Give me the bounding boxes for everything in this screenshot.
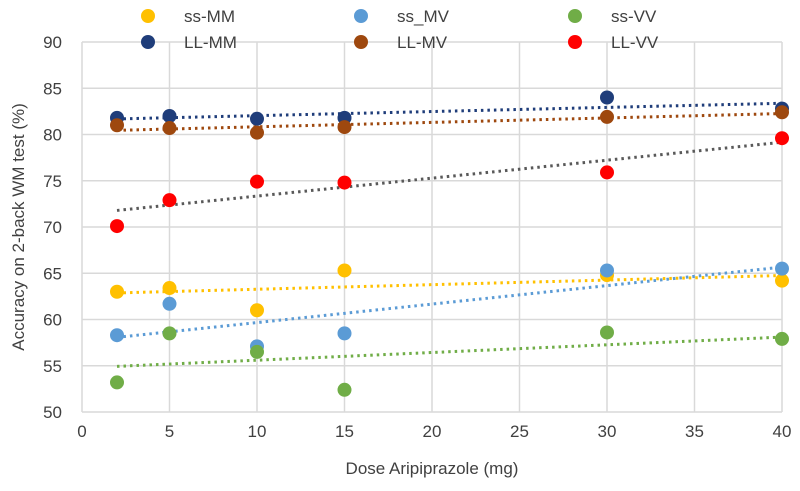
data-point-LL-MV — [110, 118, 124, 133]
legend-marker — [141, 9, 155, 23]
trendline-LL-VV — [116, 140, 783, 212]
y-tick-label: 60 — [43, 311, 62, 330]
legend-label: LL-MV — [397, 33, 448, 52]
data-point-LL-VV — [110, 219, 124, 234]
data-point-ss-MM — [162, 281, 177, 296]
legend-marker — [354, 35, 368, 49]
legend-label: LL-MM — [184, 33, 237, 52]
legend-marker — [354, 9, 368, 23]
data-point-LL-VV — [775, 131, 789, 146]
data-point-LL-MV — [337, 120, 352, 135]
data-point-LL-MV — [775, 105, 789, 120]
data-point-ss-MM — [110, 284, 124, 299]
data-point-ss_MV — [162, 296, 177, 311]
data-point-ss-VV — [337, 382, 352, 397]
y-tick-label: 90 — [43, 33, 62, 52]
data-point-LL-VV — [250, 174, 264, 189]
data-point-ss_MV — [337, 326, 352, 341]
x-tick-label: 25 — [510, 422, 529, 441]
legend-label: ss_MV — [397, 7, 450, 26]
data-point-LL-VV — [162, 193, 177, 208]
data-point-ss-VV — [250, 344, 264, 359]
trendline-LL-MV — [116, 112, 783, 132]
data-point-ss-MM — [775, 273, 789, 288]
data-point-ss-MM — [250, 303, 264, 318]
x-tick-label: 10 — [248, 422, 267, 441]
x-tick-label: 0 — [77, 422, 86, 441]
x-tick-label: 30 — [598, 422, 617, 441]
y-tick-label: 80 — [43, 126, 62, 145]
y-tick-label: 55 — [43, 357, 62, 376]
y-tick-label: 85 — [43, 79, 62, 98]
legend-marker — [568, 9, 582, 23]
legend-label: LL-VV — [611, 33, 659, 52]
y-tick-label: 65 — [43, 264, 62, 283]
y-tick-label: 50 — [43, 403, 62, 422]
y-tick-label: 75 — [43, 172, 62, 191]
data-point-LL-MV — [600, 109, 614, 124]
trendline-ss-VV — [116, 335, 783, 368]
y-axis-label: Accuracy on 2-back WM test (%) — [9, 103, 28, 351]
trendline-LL-MM — [116, 101, 783, 121]
data-point-LL-MM — [250, 111, 264, 126]
data-point-ss_MV — [775, 261, 789, 276]
x-axis-label: Dose Aripiprazole (mg) — [346, 459, 519, 478]
data-point-ss_MV — [110, 328, 124, 343]
trendline-ss-MM — [116, 273, 783, 295]
x-tick-label: 15 — [335, 422, 354, 441]
legend-marker — [141, 35, 155, 49]
data-point-ss_MV — [600, 263, 614, 278]
legend-label: ss-MM — [184, 7, 235, 26]
y-tick-label: 70 — [43, 218, 62, 237]
trendline-ss_MV — [116, 265, 783, 339]
data-point-LL-MM — [600, 90, 614, 105]
data-point-ss-VV — [600, 325, 614, 340]
data-point-LL-VV — [600, 165, 614, 180]
legend-marker — [568, 35, 582, 49]
data-point-LL-VV — [337, 175, 352, 190]
x-tick-label: 20 — [423, 422, 442, 441]
x-tick-label: 40 — [773, 422, 792, 441]
data-point-LL-MV — [162, 121, 177, 136]
data-point-ss-VV — [110, 375, 124, 390]
data-point-ss-VV — [162, 326, 177, 341]
data-point-ss-VV — [775, 331, 789, 346]
data-point-LL-MV — [250, 125, 264, 140]
legend-label: ss-VV — [611, 7, 657, 26]
x-tick-label: 5 — [165, 422, 174, 441]
data-point-LL-MM — [162, 109, 177, 123]
data-point-ss-MM — [337, 263, 352, 278]
x-tick-label: 35 — [685, 422, 704, 441]
